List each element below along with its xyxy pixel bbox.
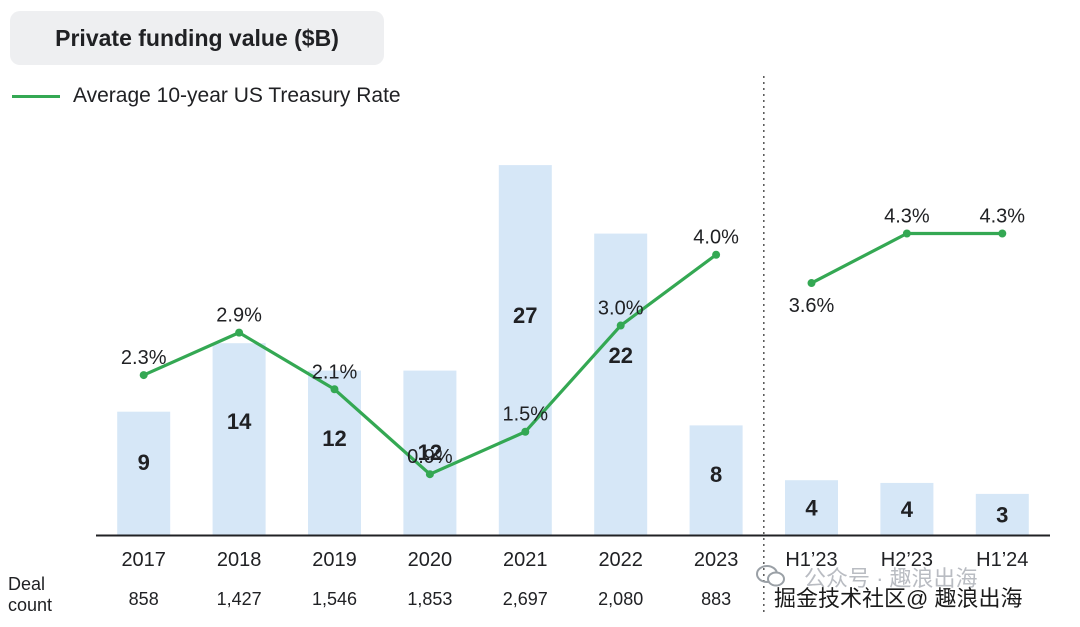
bar-value-label-3: 12 bbox=[418, 440, 442, 465]
rate-point-8 bbox=[902, 229, 911, 238]
x-tick-label-6: 2023 bbox=[694, 549, 739, 571]
deal-count-label: Deal count bbox=[8, 574, 53, 615]
bar-value-label-1: 14 bbox=[227, 409, 252, 434]
wechat-icon bbox=[756, 565, 785, 587]
deal-count-2: 1,546 bbox=[312, 589, 357, 609]
bar-value-label-6: 8 bbox=[710, 462, 722, 487]
rate-point-6 bbox=[712, 250, 721, 259]
rate-point-7 bbox=[807, 279, 816, 288]
rate-label-5: 3.0% bbox=[598, 298, 644, 320]
bar-value-label-0: 9 bbox=[138, 450, 150, 475]
bar-5 bbox=[594, 233, 648, 535]
x-tick-label-1: 2018 bbox=[217, 549, 262, 571]
rate-point-2 bbox=[330, 385, 339, 394]
bar-9 bbox=[975, 493, 1029, 535]
x-tick-label-4: 2021 bbox=[503, 549, 548, 571]
rate-label-6: 4.0% bbox=[693, 227, 739, 249]
legend: Average 10-year US Treasury Rate bbox=[12, 82, 401, 110]
deal-count-5: 2,080 bbox=[598, 589, 643, 609]
rate-point-9 bbox=[998, 229, 1007, 238]
rate-point-3 bbox=[425, 470, 434, 479]
x-tick-label-3: 2020 bbox=[408, 549, 453, 571]
watermark-bottom-text: 掘金技术社区@ 趣浪出海 bbox=[774, 586, 1023, 611]
deal-count-3: 1,853 bbox=[407, 589, 452, 609]
rate-line-segment-1 bbox=[810, 231, 1003, 285]
bar-6 bbox=[689, 425, 743, 535]
legend-label: Average 10-year US Treasury Rate bbox=[73, 84, 401, 107]
x-tick-label-0: 2017 bbox=[121, 549, 166, 571]
watermark-top-text: 公众号 · 趣浪出海 bbox=[804, 566, 978, 591]
chart-title: Private funding value ($B) bbox=[55, 24, 339, 51]
bar-8 bbox=[880, 482, 934, 535]
bar-7 bbox=[785, 480, 838, 535]
rate-label-8: 4.3% bbox=[884, 206, 930, 228]
chart-title-box: Private funding value ($B) bbox=[10, 11, 384, 65]
rate-point-4 bbox=[521, 427, 530, 436]
bar-4 bbox=[498, 165, 552, 535]
watermark: 公众号 · 趣浪出海 掘金技术社区@ 趣浪出海 bbox=[756, 565, 1076, 621]
rate-label-0: 2.3% bbox=[121, 347, 167, 369]
bar-value-label-5: 22 bbox=[608, 343, 632, 368]
rate-label-7: 3.6% bbox=[789, 295, 835, 317]
rate-label-2: 2.1% bbox=[312, 361, 358, 383]
bar-2 bbox=[308, 370, 361, 535]
bar-value-label-4: 27 bbox=[513, 303, 537, 328]
bar-value-label-8: 4 bbox=[901, 497, 914, 522]
bar-1 bbox=[212, 343, 266, 535]
x-tick-label-5: 2022 bbox=[598, 549, 643, 571]
rate-label-3: 0.9% bbox=[407, 446, 453, 468]
bar-value-label-2: 12 bbox=[322, 426, 346, 451]
rate-point-0 bbox=[139, 371, 148, 380]
x-tick-label-9: H1’24 bbox=[976, 549, 1028, 571]
bar-3 bbox=[403, 370, 457, 535]
deal-count-0: 858 bbox=[129, 589, 159, 609]
x-tick-label-2: 2019 bbox=[312, 549, 357, 571]
x-tick-label-8: H2’23 bbox=[881, 549, 933, 571]
legend-line-swatch bbox=[12, 94, 60, 98]
rate-point-1 bbox=[235, 328, 244, 337]
bar-0 bbox=[117, 411, 171, 535]
deal-count-4: 2,697 bbox=[503, 589, 548, 609]
x-tick-label-7: H1’23 bbox=[785, 549, 837, 571]
rate-label-4: 1.5% bbox=[503, 404, 549, 426]
rate-label-1: 2.9% bbox=[216, 305, 262, 327]
bar-value-label-9: 3 bbox=[996, 502, 1008, 527]
rate-label-9: 4.3% bbox=[980, 206, 1026, 228]
deal-count-1: 1,427 bbox=[217, 589, 262, 609]
rate-point-5 bbox=[616, 321, 625, 330]
bar-value-label-7: 4 bbox=[805, 496, 818, 521]
deal-count-6: 883 bbox=[701, 589, 731, 609]
